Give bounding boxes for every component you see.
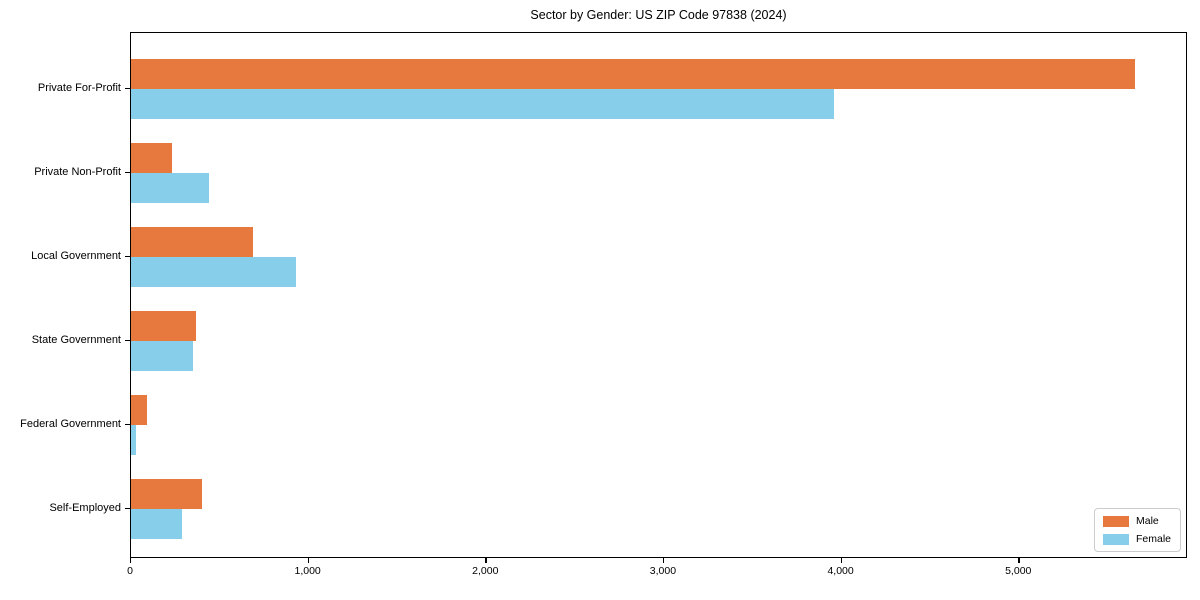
- x-tick-mark: [662, 558, 665, 563]
- y-tick-label: Self-Employed: [49, 502, 121, 514]
- x-tick-label: 1,000: [294, 565, 321, 577]
- bar-female-4: [131, 425, 137, 455]
- y-tick-mark: [125, 507, 130, 509]
- bar-male-4: [131, 395, 147, 425]
- legend-label: Female: [1135, 533, 1171, 545]
- legend-entry-female: Female: [1102, 533, 1171, 545]
- bar-female-1: [131, 173, 210, 203]
- y-tick-label: State Government: [31, 334, 121, 346]
- legend-label: Male: [1135, 515, 1159, 527]
- y-tick-mark: [125, 423, 130, 425]
- x-tick-mark: [485, 558, 487, 563]
- x-tick-mark: [840, 558, 842, 563]
- bar-male-2: [131, 227, 254, 257]
- x-tick-label: 4,000: [827, 565, 854, 577]
- y-tick-mark: [125, 87, 130, 89]
- bar-male-1: [131, 143, 172, 173]
- y-tick-mark: [125, 339, 130, 341]
- x-tick-mark: [130, 558, 132, 563]
- bar-female-3: [131, 341, 194, 371]
- bar-female-5: [131, 509, 183, 539]
- y-tick-mark: [125, 171, 130, 173]
- legend: Male Female: [1093, 508, 1181, 552]
- x-tick-label: 3,000: [649, 565, 677, 577]
- bar-male-0: [131, 59, 1135, 89]
- bar-male-5: [131, 479, 202, 509]
- legend-swatch-female: [1102, 533, 1129, 545]
- y-tick-label: Local Government: [31, 250, 121, 262]
- x-tick-mark: [307, 558, 309, 563]
- y-tick-label: Private Non-Profit: [34, 166, 121, 178]
- x-tick-mark: [1018, 558, 1020, 563]
- chart-title: Sector by Gender: US ZIP Code 97838 (202…: [530, 8, 787, 22]
- bar-female-0: [131, 89, 835, 119]
- bar-male-3: [131, 311, 196, 341]
- y-tick-mark: [125, 255, 130, 257]
- x-tick-label: 5,000: [1005, 565, 1032, 577]
- y-tick-label: Private For-Profit: [37, 82, 121, 94]
- x-tick-label: 2,000: [472, 565, 499, 577]
- legend-entry-male: Male: [1102, 515, 1171, 527]
- x-tick-label: 0: [127, 565, 133, 577]
- bar-female-2: [131, 257, 296, 287]
- plot-area: Male Female: [130, 32, 1187, 558]
- legend-swatch-male: [1102, 515, 1129, 527]
- y-tick-label: Federal Government: [20, 418, 121, 430]
